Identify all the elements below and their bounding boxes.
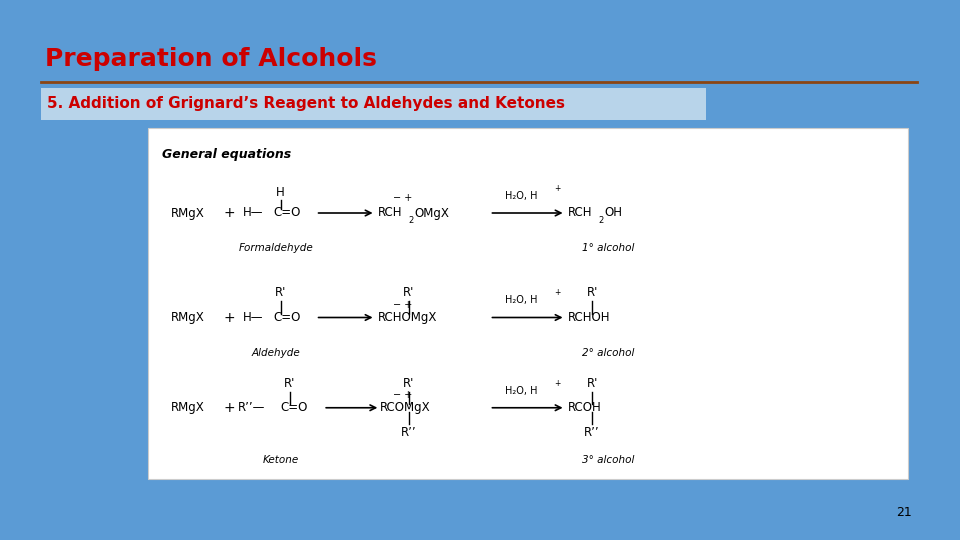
- Text: − +: − +: [393, 390, 412, 400]
- Text: H: H: [276, 186, 285, 199]
- Text: RCH: RCH: [568, 206, 593, 219]
- Text: 3° alcohol: 3° alcohol: [582, 455, 635, 465]
- Text: R': R': [587, 376, 598, 389]
- Text: H—: H—: [243, 206, 263, 219]
- Text: R': R': [403, 376, 415, 389]
- Text: 2: 2: [599, 216, 604, 225]
- Text: R': R': [403, 286, 415, 299]
- Text: RMgX: RMgX: [171, 401, 205, 414]
- Text: +: +: [554, 379, 561, 388]
- Text: R’’: R’’: [585, 426, 600, 439]
- Text: RCHOMgX: RCHOMgX: [378, 311, 438, 324]
- Text: C=O: C=O: [280, 401, 308, 414]
- Text: − +: − +: [393, 300, 412, 310]
- Text: R’’: R’’: [401, 426, 417, 439]
- Text: 1° alcohol: 1° alcohol: [582, 244, 635, 253]
- Text: RMgX: RMgX: [171, 206, 205, 219]
- Text: Formaldehyde: Formaldehyde: [238, 244, 313, 253]
- Text: C=O: C=O: [274, 311, 301, 324]
- Text: OH: OH: [605, 206, 622, 219]
- Text: C=O: C=O: [274, 206, 301, 219]
- Text: Ketone: Ketone: [262, 455, 299, 465]
- Text: 5. Addition of Grignard’s Reagent to Aldehydes and Ketones: 5. Addition of Grignard’s Reagent to Ald…: [47, 96, 564, 111]
- Text: H—: H—: [243, 311, 263, 324]
- Text: R': R': [275, 286, 286, 299]
- Text: +: +: [224, 206, 235, 220]
- Text: +: +: [224, 401, 235, 415]
- Bar: [148, 127, 907, 479]
- Text: R': R': [587, 286, 598, 299]
- Text: R’’—: R’’—: [238, 401, 265, 414]
- Text: RCOH: RCOH: [568, 401, 602, 414]
- Text: OMgX: OMgX: [415, 206, 449, 219]
- Text: +: +: [554, 288, 561, 298]
- Text: RMgX: RMgX: [171, 311, 205, 324]
- Text: +: +: [224, 310, 235, 325]
- Text: Aldehyde: Aldehyde: [252, 348, 300, 358]
- Text: Preparation of Alcohols: Preparation of Alcohols: [45, 47, 376, 71]
- Text: 2: 2: [409, 216, 414, 225]
- Text: RCHOH: RCHOH: [568, 311, 611, 324]
- Bar: [41, 87, 707, 120]
- Text: 21: 21: [897, 506, 912, 519]
- Text: RCOMgX: RCOMgX: [380, 401, 431, 414]
- Text: General equations: General equations: [161, 148, 291, 161]
- Text: 2° alcohol: 2° alcohol: [582, 348, 635, 358]
- Text: R': R': [284, 376, 296, 389]
- Text: H₂O, H: H₂O, H: [505, 295, 538, 306]
- Text: H₂O, H: H₂O, H: [505, 191, 538, 201]
- Text: RCH: RCH: [378, 206, 403, 219]
- Text: +: +: [554, 184, 561, 193]
- Text: H₂O, H: H₂O, H: [505, 386, 538, 396]
- Text: − +: − +: [393, 193, 412, 203]
